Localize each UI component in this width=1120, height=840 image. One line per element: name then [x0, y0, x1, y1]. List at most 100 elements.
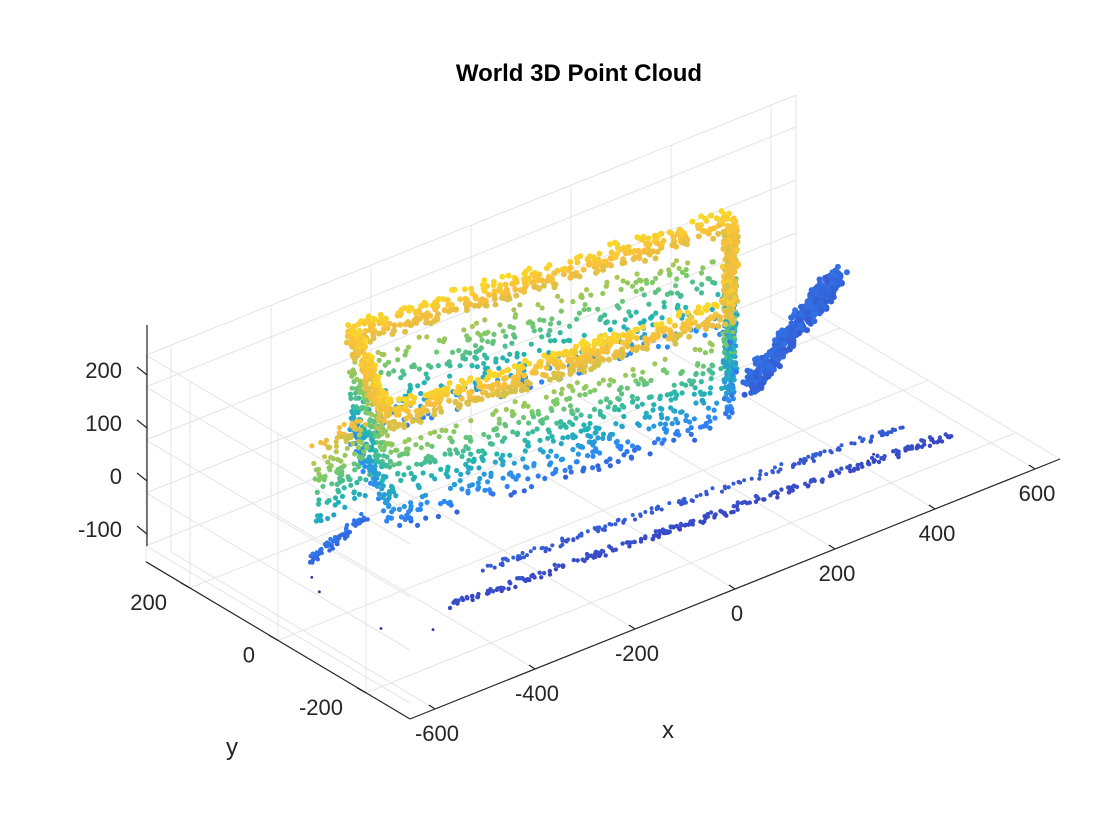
- cloud-point: [561, 338, 567, 344]
- cloud-point: [463, 434, 469, 441]
- cloud-point: [633, 309, 639, 315]
- cloud-point: [600, 431, 607, 437]
- cloud-point: [358, 362, 365, 368]
- cloud-point: [351, 330, 358, 337]
- cloud-point: [467, 350, 473, 356]
- cloud-point: [866, 459, 870, 463]
- cloud-point: [498, 585, 504, 590]
- cloud-point: [333, 449, 339, 455]
- cloud-point: [492, 301, 499, 308]
- cloud-point: [447, 485, 454, 491]
- cloud-point: [606, 382, 613, 388]
- cloud-point: [324, 543, 329, 549]
- y-tick: [180, 582, 191, 589]
- cloud-point: [466, 457, 472, 463]
- side-wall-grid-line: [145, 439, 411, 598]
- cloud-point: [688, 431, 694, 437]
- cloud-point: [589, 350, 595, 357]
- cloud-point: [406, 304, 413, 311]
- cloud-point: [462, 356, 469, 362]
- cloud-point: [598, 399, 604, 405]
- cloud-point: [528, 341, 534, 347]
- cloud-point: [721, 232, 728, 239]
- cloud-point: [357, 476, 363, 482]
- cloud-point: [522, 437, 528, 443]
- cloud-point: [418, 445, 424, 451]
- cloud-point: [545, 454, 551, 460]
- cloud-point: [682, 523, 688, 528]
- cloud-point: [837, 447, 842, 452]
- cloud-point: [582, 391, 588, 398]
- cloud-point: [708, 385, 714, 391]
- cloud-point: [595, 525, 600, 530]
- cloud-point: [679, 381, 685, 387]
- cloud-point: [743, 380, 750, 387]
- cloud-point: [843, 269, 850, 276]
- cloud-point: [335, 456, 341, 463]
- cloud-point: [372, 448, 378, 454]
- cloud-point: [711, 225, 718, 232]
- cloud-point: [334, 469, 340, 475]
- cloud-point: [702, 350, 709, 356]
- cloud-point: [359, 511, 364, 517]
- cloud-point: [613, 251, 620, 258]
- cloud-point: [558, 308, 564, 314]
- cloud-point: [511, 489, 517, 495]
- cloud-point: [486, 434, 492, 440]
- cloud-point: [635, 247, 642, 254]
- cloud-point: [318, 590, 321, 594]
- cloud-point: [342, 504, 348, 510]
- cloud-point: [402, 516, 408, 523]
- cloud-point: [547, 338, 554, 344]
- cloud-point: [376, 410, 383, 416]
- cloud-point: [403, 415, 410, 422]
- cloud-point: [659, 315, 665, 321]
- cloud-point: [646, 414, 653, 420]
- cloud-point: [695, 233, 702, 240]
- cloud-point: [345, 328, 352, 335]
- cloud-point: [710, 235, 717, 242]
- cloud-point: [648, 377, 654, 383]
- cloud-point: [568, 469, 574, 475]
- cloud-point: [343, 438, 349, 445]
- cloud-point: [478, 332, 484, 339]
- cloud-point: [748, 382, 755, 389]
- y-tick-label: 200: [130, 590, 167, 615]
- cloud-point: [384, 406, 391, 413]
- cloud-point: [391, 327, 397, 334]
- cloud-point: [496, 416, 502, 422]
- cloud-point: [318, 439, 324, 446]
- cloud-point: [547, 376, 553, 383]
- cloud-point: [596, 550, 601, 555]
- cloud-point: [945, 434, 951, 440]
- cloud-point: [649, 334, 656, 341]
- cloud-point: [667, 501, 672, 506]
- y-axis-label: y: [226, 734, 238, 761]
- cloud-point: [758, 469, 763, 474]
- cloud-point: [649, 506, 654, 511]
- cloud-point: [731, 353, 737, 359]
- cloud-point: [630, 366, 636, 373]
- cloud-point: [672, 408, 678, 414]
- z-tick-label: 100: [85, 411, 122, 436]
- cloud-point: [465, 337, 471, 343]
- cloud-point: [460, 448, 466, 454]
- cloud-point: [898, 425, 903, 430]
- cloud-point: [522, 555, 526, 560]
- cloud-point: [458, 395, 465, 402]
- cloud-point: [359, 406, 365, 412]
- cloud-point: [499, 295, 505, 301]
- cloud-point: [733, 369, 739, 375]
- cloud-point: [312, 476, 318, 482]
- cloud-point: [585, 529, 590, 534]
- cloud-point: [415, 383, 421, 389]
- cloud-point: [759, 363, 766, 370]
- cloud-point: [810, 311, 817, 318]
- cloud-point: [447, 605, 453, 611]
- cloud-point: [728, 250, 735, 257]
- cloud-point: [507, 351, 513, 357]
- cloud-point: [686, 326, 693, 332]
- cloud-point: [526, 360, 533, 367]
- cloud-point: [616, 387, 623, 393]
- cloud-point: [615, 245, 621, 251]
